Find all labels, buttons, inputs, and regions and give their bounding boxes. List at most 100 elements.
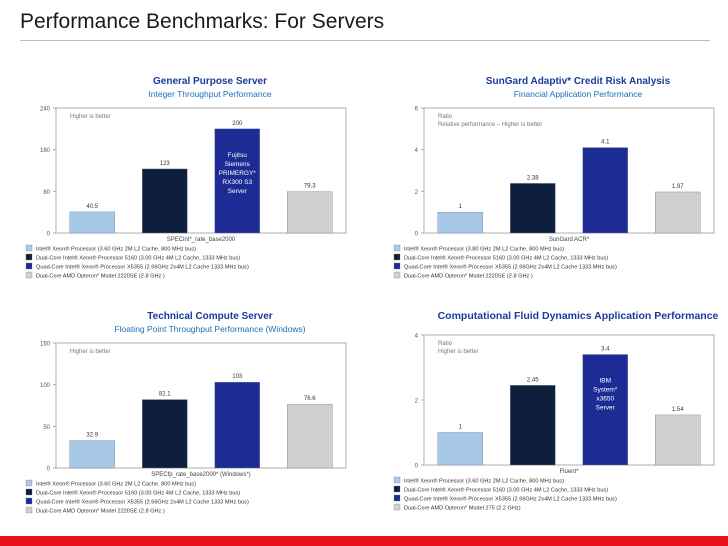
bar-3: [582, 354, 628, 466]
bar-value-label: 1: [459, 204, 463, 210]
bar-value-label: 1.54: [672, 407, 684, 413]
bar-value-label: 76.6: [304, 396, 316, 402]
bar-callout-text: RX300 S3: [222, 179, 252, 186]
legend-swatch: [25, 506, 33, 514]
chart-note: Higher is better: [70, 114, 111, 120]
bar-callout-text: IBM: [599, 378, 611, 385]
legend-entry: Dual-Core AMD Opteron* Model 2220SE (2.8…: [404, 274, 533, 280]
y-tick-label: 0: [47, 467, 51, 473]
legend-swatch: [393, 262, 401, 270]
chart-svg: SunGard Adaptiv* Credit Risk Analysis Fin…: [393, 76, 715, 280]
legend-swatch: [25, 497, 33, 505]
bar-callout-text: Server: [596, 405, 616, 412]
title-divider: [20, 40, 710, 41]
x-axis-label: SunGard ACR*: [549, 237, 590, 243]
bar-value-label: 40.5: [86, 204, 98, 210]
chart-note: Ratio: [438, 341, 453, 347]
chart-svg: Computational Fluid Dynamics Application…: [393, 310, 719, 512]
chart-title: SunGard Adaptiv* Credit Risk Analysis: [486, 76, 671, 87]
slide-title: Performance Benchmarks: For Servers: [20, 10, 385, 33]
bar-1: [69, 440, 115, 469]
legend-swatch: [393, 494, 401, 502]
legend-swatch: [25, 479, 33, 487]
legend-entry: Intel® Xeon® Processor (3.60 GHz 2M L2 C…: [404, 478, 564, 485]
y-tick-label: 0: [415, 464, 419, 470]
bar-value-label: 2.45: [527, 377, 539, 383]
legend-entry: Dual-Core Intel® Xeon® Processor 5160 (3…: [36, 255, 240, 262]
legend-swatch: [25, 253, 33, 261]
y-tick-label: 100: [40, 383, 51, 389]
legend-swatch: [393, 503, 401, 511]
bar-1: [69, 211, 115, 234]
legend-entry: Intel® Xeon® Processor (3.60 GHz 2M L2 C…: [36, 481, 196, 488]
chart-technical-compute-server: Technical Compute Server Floating Point T…: [20, 305, 360, 535]
bar-value-label: 3.4: [601, 347, 610, 353]
chart-subtitle: Financial Application Performance: [514, 89, 643, 99]
chart-note-secondary: Higher is better: [438, 349, 479, 355]
bar-2: [142, 168, 188, 234]
bar-callout-text: Fujitsu: [228, 152, 248, 159]
y-tick-label: 4: [415, 148, 419, 154]
bar-value-label: 103: [232, 374, 243, 380]
chart-svg: General Purpose Server Integer Throughput…: [25, 76, 347, 280]
legend-swatch: [25, 244, 33, 252]
bar-3: [214, 128, 260, 234]
bar-callout-text: System*: [593, 387, 618, 394]
bar-value-label: 200: [232, 121, 243, 127]
bar-value-label: 32.9: [86, 433, 98, 439]
legend-swatch: [393, 244, 401, 252]
chart-note-secondary: Relative performance – Higher is better: [438, 122, 542, 128]
chart-title: General Purpose Server: [153, 76, 267, 87]
footer-accent-bar: [0, 536, 728, 546]
bar-value-label: 1.97: [672, 184, 684, 190]
bar-1: [437, 211, 483, 234]
legend-entry: Dual-Core Intel® Xeon® Processor 5160 (3…: [36, 490, 240, 497]
y-tick-label: 50: [43, 425, 50, 431]
legend-entry: Quad-Core Intel® Xeon® Processor X5355 (…: [404, 264, 617, 271]
x-axis-label: SPECfp_rate_base2000* (Windows*): [151, 472, 250, 478]
x-axis-label: Fluent*: [559, 469, 579, 475]
legend-entry: Dual-Core Intel® Xeon® Processor 5160 (3…: [404, 487, 608, 494]
legend-swatch: [393, 485, 401, 493]
y-tick-label: 240: [40, 107, 51, 113]
bar-callout-text: Siemens: [225, 161, 251, 168]
chart-note: Ratio: [438, 114, 453, 120]
legend-swatch: [25, 262, 33, 270]
chart-title: Technical Compute Server: [147, 311, 273, 322]
bar-callout-text: PRIMERGY*: [219, 170, 257, 177]
legend-entry: Quad-Core Intel® Xeon® Processor X5355 (…: [36, 499, 249, 506]
bar-4: [287, 403, 333, 469]
bar-value-label: 123: [160, 161, 171, 167]
bar-2: [142, 399, 188, 469]
y-tick-label: 2: [415, 399, 419, 405]
bar-2: [510, 183, 556, 234]
y-tick-label: 4: [415, 334, 419, 340]
y-tick-label: 0: [415, 232, 419, 238]
legend-entry: Dual-Core AMD Opteron* Model 2220SE (2.8…: [36, 509, 165, 515]
legend-entry: Dual-Core Intel® Xeon® Processor 5160 (3…: [404, 255, 608, 262]
bar-value-label: 82.1: [159, 392, 171, 398]
bar-2: [510, 385, 556, 466]
legend-swatch: [25, 488, 33, 496]
chart-svg: Technical Compute Server Floating Point T…: [25, 311, 347, 515]
bar-value-label: 79.3: [304, 184, 316, 190]
bar-4: [287, 191, 333, 234]
legend-entry: Intel® Xeon® Processor (3.80 GHz 2M L2 C…: [404, 246, 564, 253]
bar-4: [655, 191, 701, 234]
bar-1: [437, 432, 483, 466]
y-tick-label: 0: [47, 232, 51, 238]
y-tick-label: 6: [415, 107, 419, 113]
chart-note: Higher is better: [70, 349, 111, 355]
chart-subtitle: Floating Point Throughput Performance (W…: [114, 324, 305, 334]
bar-value-label: 1: [459, 425, 463, 431]
bar-3: [214, 381, 260, 469]
bar-3: [582, 147, 628, 234]
chart-title: Computational Fluid Dynamics Application…: [438, 310, 719, 322]
legend-swatch: [393, 271, 401, 279]
chart-general-purpose-server: General Purpose Server Integer Throughput…: [20, 70, 360, 300]
chart-subtitle: Integer Throughput Performance: [148, 89, 271, 99]
y-tick-label: 160: [40, 148, 51, 154]
legend-entry: Quad-Core Intel® Xeon® Processor X5355 (…: [36, 264, 249, 271]
bar-4: [655, 414, 701, 466]
y-tick-label: 150: [40, 342, 51, 348]
